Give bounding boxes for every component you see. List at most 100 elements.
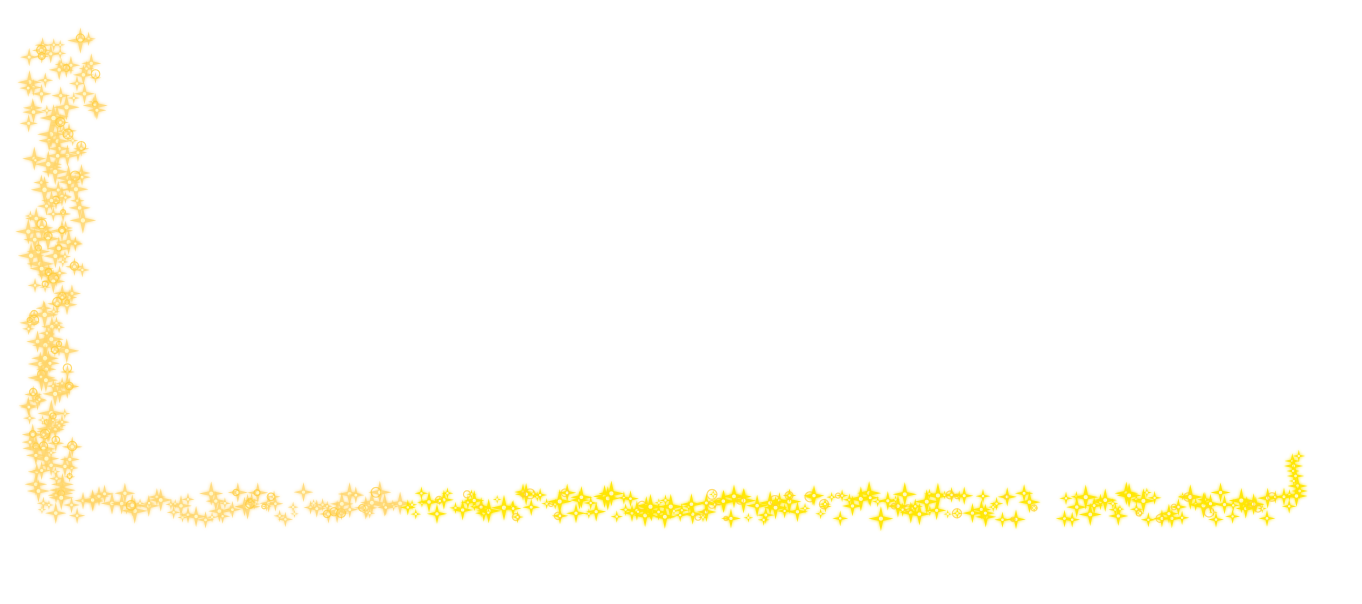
sparkle-core bbox=[369, 500, 374, 505]
sparkle-core bbox=[1103, 498, 1108, 503]
sparkle-core bbox=[74, 242, 77, 245]
sparkle-core bbox=[538, 493, 542, 497]
sparkle-core bbox=[536, 495, 539, 498]
sparkle-core bbox=[38, 362, 43, 366]
sparkle-core bbox=[615, 515, 618, 518]
sparkle-core bbox=[110, 501, 114, 506]
sparkle-core bbox=[691, 512, 695, 516]
sparkle-core bbox=[511, 507, 515, 510]
sparkle-core bbox=[935, 493, 940, 498]
sparkle-ring bbox=[1203, 506, 1215, 518]
sparkle-core bbox=[70, 291, 74, 295]
sparkle-core bbox=[59, 63, 63, 66]
sparkle-core bbox=[80, 218, 86, 223]
sparkle-core bbox=[1063, 517, 1066, 520]
sparkle-core bbox=[31, 110, 36, 114]
sparkle-ring bbox=[66, 472, 73, 480]
sparkle-core bbox=[52, 384, 55, 388]
sparkle-core bbox=[33, 284, 37, 287]
sparkle-core bbox=[1282, 495, 1286, 499]
sparkle-core bbox=[31, 432, 35, 437]
sparkle-ring bbox=[67, 440, 78, 452]
sparkle-core bbox=[605, 496, 610, 501]
sparkle-core bbox=[71, 139, 74, 142]
sparkle-core bbox=[40, 55, 43, 58]
sparkle-core bbox=[894, 498, 897, 501]
sparkle-core bbox=[55, 477, 58, 480]
sparkle-ring bbox=[232, 488, 240, 497]
sparkle-core bbox=[278, 514, 281, 518]
sparkle-core bbox=[1064, 497, 1068, 500]
sparkle-core bbox=[589, 501, 592, 505]
sparkle-core bbox=[70, 503, 73, 507]
sparkle-core bbox=[1294, 474, 1297, 478]
sparkle-core bbox=[55, 321, 58, 325]
sparkle-core bbox=[729, 516, 733, 521]
sparkle-core bbox=[384, 506, 388, 509]
sparkle-core bbox=[1239, 498, 1244, 503]
sparkle-ring bbox=[52, 296, 63, 308]
sparkle-ring bbox=[37, 51, 46, 61]
sparkle-core bbox=[783, 509, 786, 513]
sparkle-core bbox=[1170, 516, 1174, 520]
sparkle-core bbox=[54, 511, 58, 515]
sparkle-ring bbox=[75, 33, 86, 43]
sparkle-core bbox=[427, 500, 431, 504]
sparkle-core bbox=[158, 498, 163, 502]
sparkle-core bbox=[301, 490, 306, 494]
sparkle-core bbox=[762, 518, 765, 522]
sparkle-core bbox=[1114, 508, 1117, 511]
sparkle-core bbox=[1088, 512, 1093, 517]
sparkle-core bbox=[130, 503, 135, 508]
sparkle-core bbox=[58, 121, 62, 124]
sparkle-core bbox=[983, 511, 987, 515]
sparkle-core bbox=[368, 511, 371, 515]
sparkle-core bbox=[34, 216, 38, 221]
sparkle-ring bbox=[1267, 492, 1277, 502]
sparkle-ring bbox=[43, 231, 53, 241]
sparkle-core bbox=[1292, 479, 1296, 483]
sparkle-ring bbox=[34, 244, 43, 252]
sparkle-core bbox=[1297, 454, 1301, 458]
sparkle-core bbox=[284, 518, 287, 521]
sparkle-ring bbox=[329, 507, 339, 517]
sparkle-core bbox=[438, 499, 442, 503]
sparkle-ring bbox=[38, 441, 49, 451]
sparkle-core bbox=[321, 503, 324, 506]
sparkle-core bbox=[1135, 508, 1138, 511]
sparkle-ring bbox=[64, 299, 70, 305]
sparkle-core bbox=[995, 502, 998, 505]
sparkle-core bbox=[63, 412, 66, 415]
sparkle-core bbox=[63, 255, 67, 258]
sparkle-core bbox=[680, 509, 683, 512]
sparkle-ring bbox=[707, 499, 717, 509]
sparkle-ring bbox=[1030, 504, 1038, 512]
sparkle-core bbox=[51, 115, 56, 121]
sparkle-core bbox=[587, 512, 591, 515]
sparkle-core bbox=[487, 511, 490, 514]
sparkle-core bbox=[174, 502, 177, 506]
sparkle-core bbox=[1265, 516, 1269, 520]
sparkle-core bbox=[1027, 500, 1032, 504]
sparkle-core bbox=[830, 495, 833, 499]
sparkle-ring bbox=[28, 387, 38, 397]
sparkle-core bbox=[44, 204, 48, 208]
sparkle-core bbox=[460, 508, 465, 512]
sparkle-core bbox=[1022, 491, 1026, 495]
sparkle-core bbox=[1138, 511, 1142, 515]
sparkle-core bbox=[63, 464, 67, 469]
sparkle-core bbox=[42, 356, 48, 361]
sparkle-core bbox=[45, 331, 49, 335]
sparkle-core bbox=[45, 109, 49, 112]
sparkle-core bbox=[81, 73, 86, 77]
sparkle-ring bbox=[370, 486, 382, 498]
sparkle-core bbox=[70, 445, 74, 449]
sparkle-ring bbox=[1003, 493, 1009, 500]
sparkle-core bbox=[56, 188, 60, 192]
sparkle-core bbox=[1118, 507, 1122, 511]
sparkle-core bbox=[53, 391, 58, 396]
sparkle-ring bbox=[890, 502, 898, 510]
sparkle-ring bbox=[1247, 500, 1255, 508]
sparkle-core bbox=[1208, 502, 1213, 506]
